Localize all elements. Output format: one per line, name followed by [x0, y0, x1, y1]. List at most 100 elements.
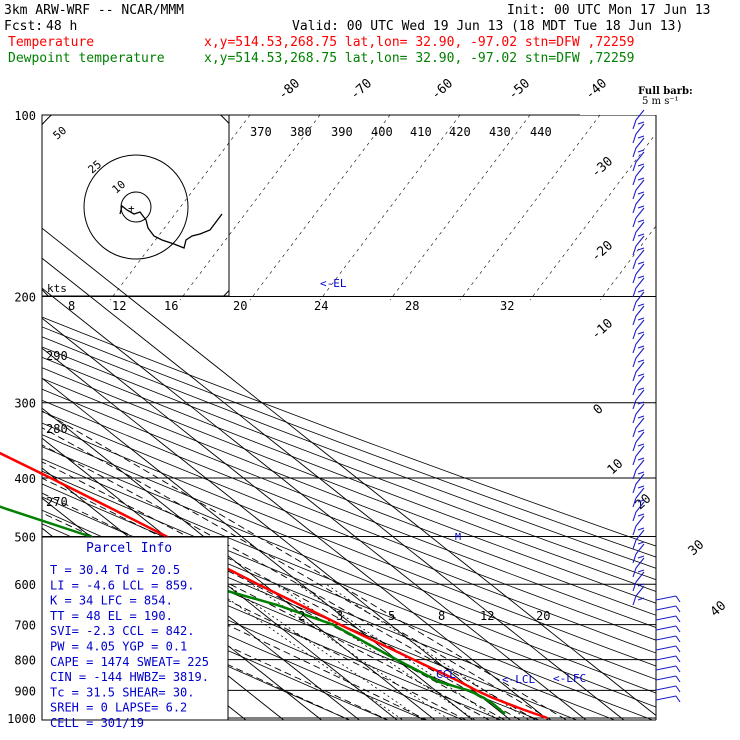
theta-label: 270 — [46, 495, 68, 509]
wind-barb — [632, 487, 645, 508]
wind-barb — [632, 389, 645, 410]
barb-legend-units: 5 m s⁻¹ — [642, 96, 679, 107]
wind-barb — [632, 137, 645, 158]
theta-label: 290 — [46, 349, 68, 363]
wind-barb — [632, 221, 645, 242]
theta-e-lines — [109, 115, 656, 301]
temperature-location: x,y=514.53,268.75 lat,lon= 32.90, -97.02… — [204, 35, 634, 50]
wind-barb — [632, 585, 645, 606]
mixing-ratio-line — [207, 583, 404, 720]
hodograph-units: kts — [47, 282, 67, 295]
wind-barb — [655, 645, 681, 653]
forecast-hour: 48 h — [46, 19, 77, 34]
pressure-label: 700 — [14, 619, 36, 633]
theta-label: 420 — [449, 125, 471, 139]
wind-barb — [632, 403, 645, 424]
isotherm-labels: -80 -70 -60 -50 -40 -30 -20 -10 0 10 20 30 40 — [276, 76, 730, 620]
barb-legend-title: Full barb: — [638, 86, 693, 97]
theta-label: 380 — [290, 125, 312, 139]
isotherm-label: 10 — [605, 456, 627, 478]
theta-e-line — [529, 133, 656, 301]
wind-barb — [632, 151, 645, 172]
wind-barb — [655, 665, 681, 673]
theta-label: 440 — [530, 125, 552, 139]
theta-label: 390 — [331, 125, 353, 139]
wind-barb — [632, 179, 645, 200]
wind-barb — [632, 249, 645, 270]
wind-barb — [632, 123, 645, 144]
isotherm-label: 40 — [708, 598, 730, 620]
isotherm-label: 0 — [591, 402, 607, 418]
isotherm-label: -40 — [583, 76, 610, 103]
mixing-ratio-label: 20 — [536, 609, 550, 623]
mixing-ratio-label: 3 — [336, 609, 343, 623]
moist-adiabat — [42, 477, 506, 720]
dry-adiabat — [42, 470, 654, 720]
wind-barb — [655, 605, 681, 613]
theta-e-label: 28 — [405, 299, 419, 313]
wind-barb — [655, 695, 681, 703]
wind-barb — [632, 291, 645, 312]
valid-time: Valid: 00 UTC Wed 19 Jun 13 (18 MDT Tue … — [292, 19, 683, 34]
isotherm — [42, 287, 587, 720]
pressure-label: 400 — [14, 472, 36, 486]
el-marker: <-EL — [320, 277, 347, 290]
wind-barb — [632, 347, 645, 368]
hodograph-ring-label: 50 — [51, 124, 70, 142]
parcel-info-row: PW = 4.05 YGP = 0.1 — [50, 640, 187, 654]
hodograph-ring-label: 25 — [86, 158, 105, 176]
wind-barb — [632, 263, 645, 284]
dry-adiabat — [42, 336, 656, 569]
dry-adiabat — [42, 446, 656, 694]
theta-label: 280 — [46, 422, 68, 436]
moist-adiabat — [42, 427, 553, 720]
theta-e-label: 16 — [164, 299, 178, 313]
temperature-legend: Temperature — [8, 35, 94, 50]
wind-barb — [632, 459, 645, 480]
theta-e-line — [459, 115, 601, 301]
wind-barb — [655, 615, 681, 623]
dewpoint-trace — [0, 505, 506, 715]
theta-e-line — [179, 115, 321, 301]
mean-wind-marker: M — [455, 532, 461, 543]
wind-barb — [632, 473, 645, 494]
wind-barb — [632, 543, 645, 564]
parcel-info-row: CELL = 301/19 — [50, 716, 144, 730]
isotherm-label: -60 — [429, 76, 456, 103]
parcel-info-row: Tc = 31.5 SHEAR= 30. — [50, 685, 195, 699]
theta-e-label: 24 — [314, 299, 328, 313]
wind-barb — [632, 375, 645, 396]
mixing-ratio-label: 5 — [388, 609, 395, 623]
isotherm-label: -70 — [348, 76, 375, 103]
forecast-label: Fcst: — [4, 19, 43, 34]
mixing-ratio-line — [297, 583, 499, 720]
dry-adiabat — [42, 483, 616, 720]
pressure-axis: 100 200 300 400 500 600 700 800 900 1000 — [7, 109, 36, 726]
wind-barb — [632, 515, 645, 536]
parcel-info-row: T = 30.4 Td = 20.5 — [50, 563, 180, 577]
dry-adiabat — [42, 356, 656, 592]
hodograph-ring-label: 10 — [110, 178, 129, 196]
pressure-label: 100 — [14, 109, 36, 123]
lfc-marker: <-LFC — [553, 672, 586, 685]
lcl-marker: <-LCL — [502, 673, 535, 686]
wind-barb — [655, 685, 681, 693]
dry-adiabat — [42, 422, 656, 667]
wind-barb — [655, 625, 681, 633]
theta-label: 430 — [489, 125, 511, 139]
pressure-label: 600 — [14, 578, 36, 592]
isotherm — [0, 115, 33, 731]
mixing-ratio-label: 12 — [480, 609, 494, 623]
wind-barb — [632, 417, 645, 438]
wind-barb — [632, 571, 645, 592]
wind-barb — [655, 635, 681, 643]
isotherm — [42, 257, 625, 720]
parcel-info-row: SREH = 0 LAPSE= 6.2 — [50, 701, 187, 715]
parcel-info-title: Parcel Info — [86, 541, 172, 556]
pressure-label: 900 — [14, 684, 36, 698]
pressure-label: 200 — [14, 291, 36, 305]
dry-adiabat — [42, 316, 656, 547]
parcel-info-row: CAPE = 1474 SWEAT= 225 — [50, 655, 209, 669]
parcel-info-box: Parcel Info T = 30.4 Td = 20.5LI = -4.6 … — [41, 536, 229, 730]
